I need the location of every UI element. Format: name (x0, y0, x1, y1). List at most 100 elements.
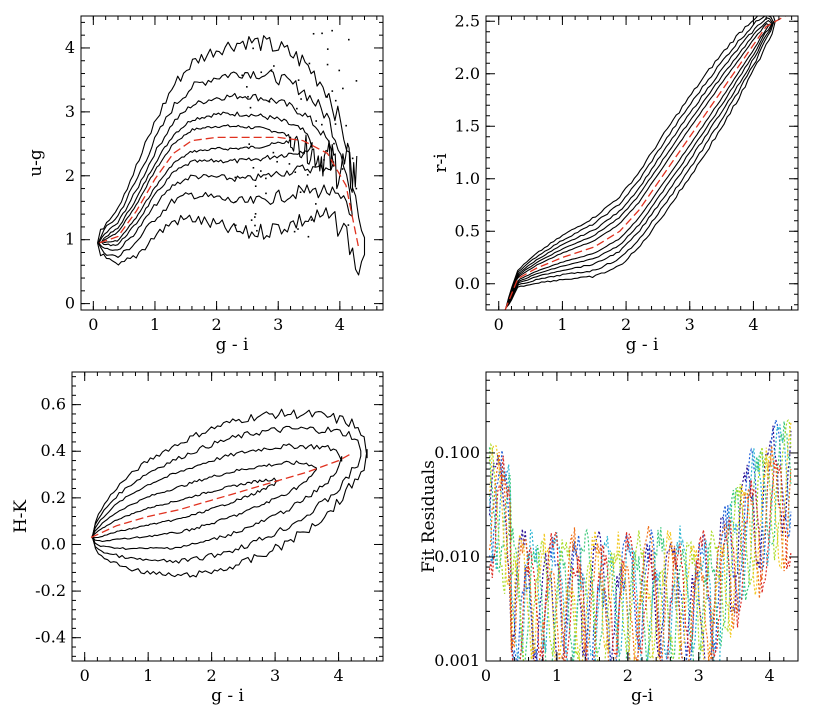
outlier-point (294, 171, 297, 174)
x-axis-label: g - i (626, 335, 659, 355)
outlier-point (260, 170, 262, 172)
outlier-point (247, 95, 249, 98)
y-tick-label: 0.100 (434, 443, 480, 462)
density-contour (91, 460, 317, 543)
outlier-point (234, 176, 237, 179)
y-tick-label: 1.0 (455, 169, 480, 188)
density-contour (91, 408, 368, 578)
x-tick-label: 2 (211, 315, 221, 334)
outlier-point (338, 69, 341, 72)
y-axis-label: H-K (11, 500, 31, 534)
residual-series (488, 445, 792, 661)
outlier-point (323, 159, 325, 161)
outlier-point (345, 124, 347, 127)
y-tick-label: 0.4 (41, 441, 66, 460)
outlier-point (326, 63, 329, 66)
outlier-point (333, 142, 335, 145)
panel-resid: 0 1 2 3 4 0.001 0.010 0.100 g-i Fit Residuals (419, 371, 799, 706)
x-tick-label: 1 (557, 315, 567, 334)
outlier-point (276, 160, 278, 163)
x-tick-label: 2 (621, 315, 631, 334)
outlier-point (268, 101, 271, 103)
outlier-point (272, 151, 275, 154)
panel-ri: 0 1 2 3 4 0.0 0.5 1.0 1.5 2.0 2.5 g - i r-i (431, 11, 799, 355)
outlier-point (321, 123, 323, 126)
outlier-point (265, 177, 267, 180)
plot-frame (71, 371, 384, 662)
y-tick-label: -0.2 (35, 581, 66, 600)
x-tick-label: 0 (80, 666, 90, 685)
outlier-point (288, 163, 291, 165)
outlier-point (252, 166, 255, 169)
y-tick-label: 2.0 (455, 64, 480, 83)
panel-ug: 0 1 2 3 4 0 1 2 3 4 g - i u-g (26, 15, 384, 355)
y-axis-label: u-g (26, 149, 46, 177)
outlier-point (248, 143, 251, 145)
x-tick-label: 4 (335, 315, 345, 334)
x-tick-label: 0 (481, 666, 491, 685)
y-tick-label: 0.2 (41, 488, 66, 507)
residual-series (488, 424, 792, 661)
y-tick-label: 2.5 (455, 11, 480, 30)
density-contour (91, 425, 362, 564)
x-tick-label: 4 (748, 315, 758, 334)
outlier-point (347, 224, 350, 226)
residual-series (488, 419, 792, 661)
density-contour (97, 35, 366, 276)
y-tick-label: 0.5 (455, 221, 480, 240)
outlier-point (254, 216, 256, 218)
panel-hk: 0 1 2 3 4 -0.4 -0.2 0.0 0.2 0.4 0.6 g - i H-K (11, 371, 384, 706)
x-axis-label: g - i (211, 686, 244, 706)
outlier-point (249, 106, 252, 109)
density-contour (507, 19, 772, 305)
outlier-point (252, 47, 254, 50)
outlier-point (254, 213, 257, 215)
noisy-tail (290, 134, 358, 193)
outlier-point (300, 98, 302, 100)
x-tick-label: 3 (685, 315, 695, 334)
outlier-point (246, 86, 248, 88)
y-tick-label: 1 (65, 230, 75, 249)
outlier-point (254, 224, 256, 227)
x-tick-label: 0 (88, 315, 98, 334)
outlier-point (326, 96, 328, 98)
x-tick-label: 1 (143, 666, 153, 685)
outlier-point (334, 99, 337, 102)
outlier-point (321, 32, 323, 35)
x-tick-label: 2 (623, 666, 633, 685)
outlier-point (299, 191, 302, 194)
outlier-point (260, 71, 263, 74)
outlier-point (234, 201, 237, 203)
outlier-point (270, 69, 273, 71)
outlier-point (241, 74, 244, 77)
y-tick-label: 4 (65, 38, 75, 57)
fit-line (90, 453, 352, 539)
outlier-point (315, 203, 317, 205)
fit-line (99, 136, 359, 247)
density-contour (506, 17, 774, 307)
density-contour (102, 124, 292, 244)
outlier-point (250, 219, 253, 221)
outlier-point (254, 185, 257, 187)
outlier-point (307, 235, 310, 238)
density-contour (100, 111, 313, 247)
residual-series (488, 419, 792, 661)
plot-area (90, 408, 368, 578)
outlier-point (348, 38, 350, 41)
y-tick-label: 0.001 (434, 651, 480, 670)
outlier-point (355, 80, 358, 82)
outlier-point (297, 79, 300, 81)
plot-area (488, 419, 792, 661)
outlier-point (296, 107, 298, 110)
x-tick-label: 2 (207, 666, 217, 685)
y-tick-label: 1.5 (455, 116, 480, 135)
density-contour (505, 16, 775, 308)
x-tick-label: 1 (552, 666, 562, 685)
outlier-point (310, 219, 313, 221)
outlier-point (334, 123, 337, 125)
plot-frame (80, 15, 384, 311)
outlier-point (293, 230, 296, 233)
density-contour (98, 92, 335, 251)
x-tick-label: 1 (150, 315, 160, 334)
y-tick-label: 2 (65, 166, 75, 185)
